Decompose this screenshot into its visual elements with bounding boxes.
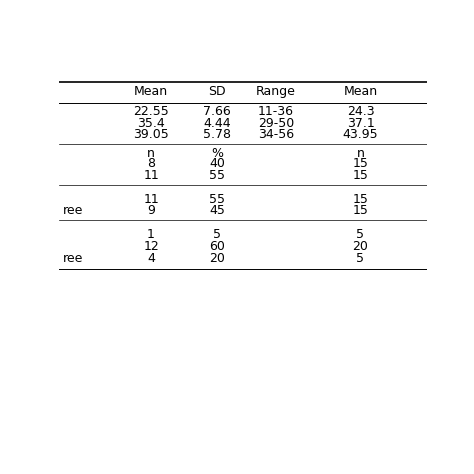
Text: 4.44: 4.44 — [203, 117, 231, 130]
Text: 20: 20 — [353, 240, 368, 253]
Text: 55: 55 — [209, 193, 225, 206]
Text: 60: 60 — [210, 240, 225, 253]
Text: 55: 55 — [209, 169, 225, 182]
Text: 5: 5 — [356, 252, 365, 265]
Text: Mean: Mean — [344, 85, 377, 98]
Text: 39.05: 39.05 — [133, 128, 169, 141]
Text: 5: 5 — [356, 228, 365, 241]
Text: 34-56: 34-56 — [258, 128, 294, 141]
Text: n: n — [356, 147, 365, 160]
Text: %: % — [211, 147, 223, 160]
Text: 15: 15 — [353, 157, 368, 170]
Text: Mean: Mean — [134, 85, 168, 98]
Text: 11: 11 — [143, 169, 159, 182]
Text: 4: 4 — [147, 252, 155, 265]
Text: 24.3: 24.3 — [346, 105, 374, 118]
Text: 15: 15 — [353, 193, 368, 206]
Text: 20: 20 — [210, 252, 225, 265]
Text: 7.66: 7.66 — [203, 105, 231, 118]
Text: ree: ree — [63, 204, 83, 218]
Text: 45: 45 — [210, 204, 225, 218]
Text: 1: 1 — [147, 228, 155, 241]
Text: 12: 12 — [143, 240, 159, 253]
Text: 11: 11 — [143, 193, 159, 206]
Text: SD: SD — [209, 85, 226, 98]
Text: 37.1: 37.1 — [346, 117, 374, 130]
Text: 40: 40 — [210, 157, 225, 170]
Text: Range: Range — [256, 85, 296, 98]
Text: 5.78: 5.78 — [203, 128, 231, 141]
Text: 15: 15 — [353, 169, 368, 182]
Text: ree: ree — [63, 252, 83, 265]
Text: 11-36: 11-36 — [258, 105, 294, 118]
Text: 29-50: 29-50 — [258, 117, 294, 130]
Text: 5: 5 — [213, 228, 221, 241]
Text: 15: 15 — [353, 204, 368, 218]
Text: 9: 9 — [147, 204, 155, 218]
Text: n: n — [147, 147, 155, 160]
Text: 22.55: 22.55 — [133, 105, 169, 118]
Text: 8: 8 — [147, 157, 155, 170]
Text: 35.4: 35.4 — [137, 117, 165, 130]
Text: 43.95: 43.95 — [343, 128, 378, 141]
